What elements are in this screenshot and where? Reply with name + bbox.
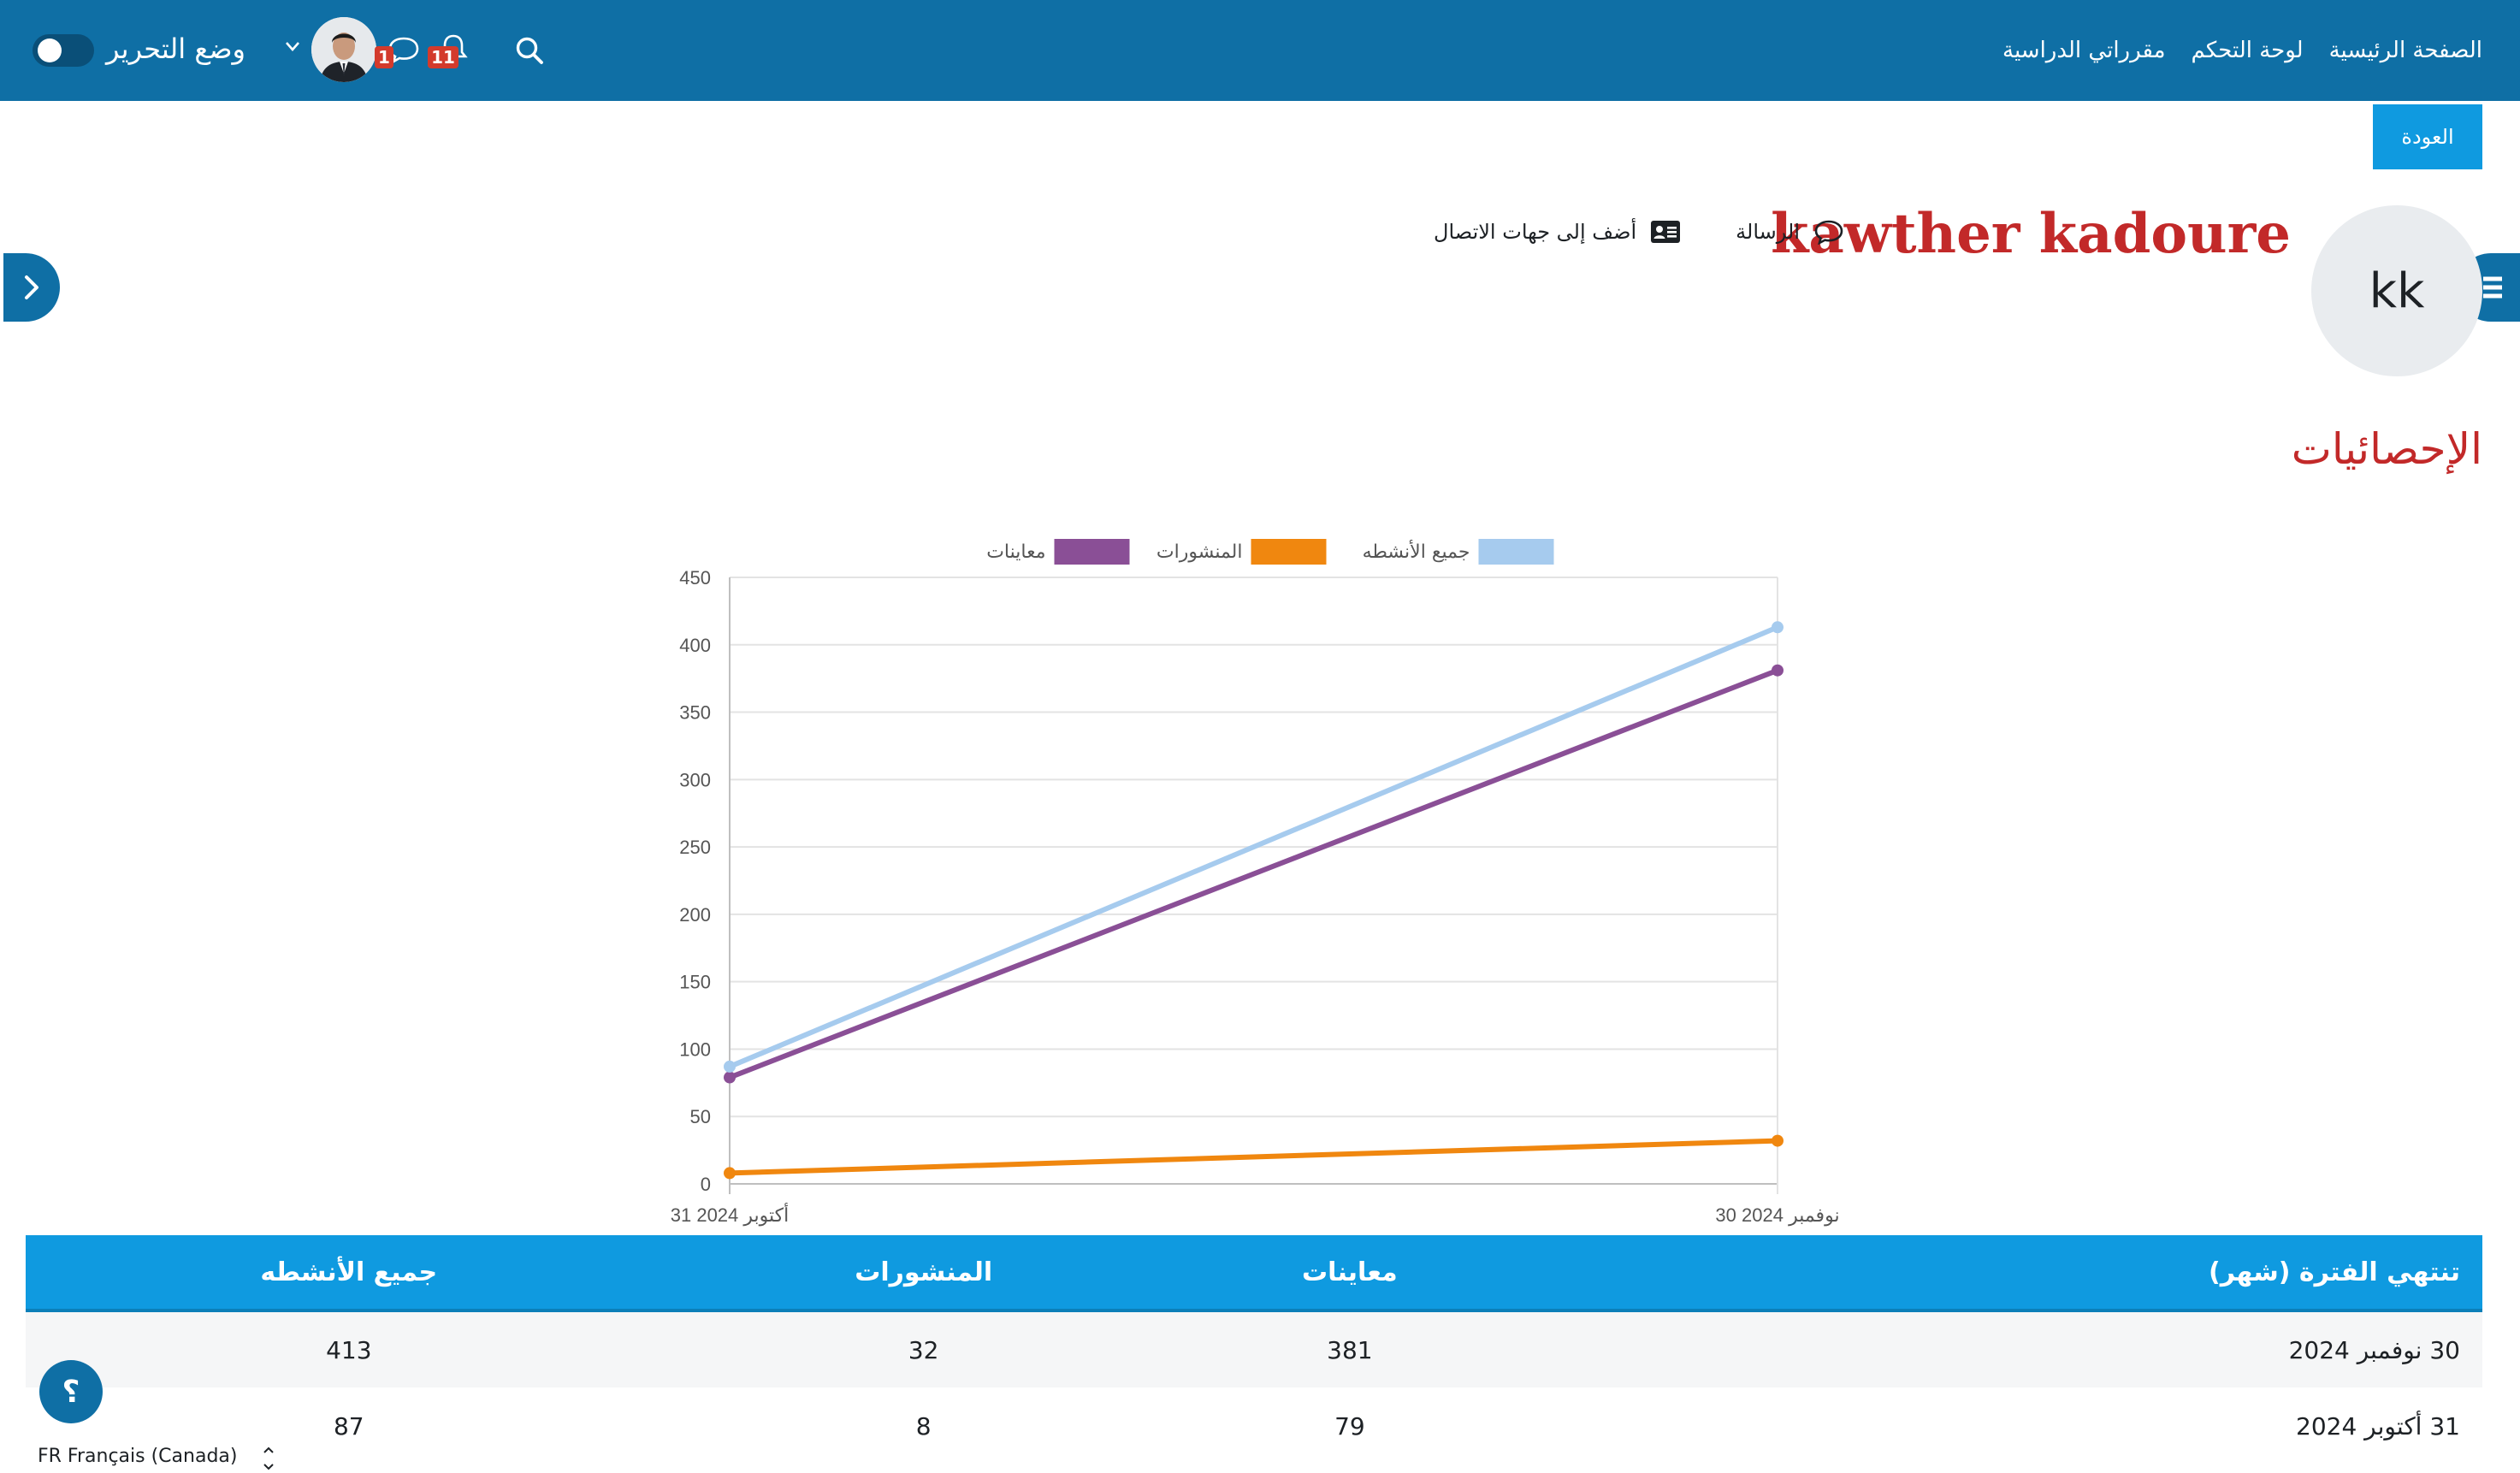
message-button[interactable]: الرسالة (1736, 219, 1844, 245)
legend-label: جميع الأنشطه (1363, 540, 1470, 563)
chevron-right-icon (25, 275, 38, 299)
profile-initials-avatar: kk (2311, 205, 2482, 376)
notification-count-badge: 11 (428, 46, 458, 68)
y-tick-label: 100 (679, 1038, 711, 1060)
legend-label: معاينات (986, 541, 1045, 563)
series-line (729, 1138, 1778, 1176)
y-tick-label: 200 (679, 904, 711, 926)
series-line (728, 667, 1779, 1080)
open-course-index-button[interactable] (3, 253, 60, 322)
user-avatar-photo (311, 17, 376, 82)
y-tick-label: 350 (679, 702, 711, 724)
data-point (1772, 664, 1784, 677)
top-navbar: الصفحة الرئيسية لوحة التحكم مقرراتي الدر… (0, 0, 2520, 101)
legend-label: المنشورات (1156, 541, 1243, 563)
data-point (1772, 1134, 1784, 1147)
statistics-heading: الإحصائيات (2291, 424, 2482, 474)
column-header-all-activity: جميع الأنشطه (26, 1235, 672, 1312)
edit-mode-label: وضع التحرير (106, 33, 245, 65)
table-row: 30 نوفمبر 2024 381 32 413 (26, 1310, 2482, 1387)
profile-actions: الرسالة أضف إلى جهات الاتصال (1434, 219, 1844, 245)
x-tick-label: 30 نوفمبر 2024 (1715, 1204, 1839, 1227)
toggle-knob (38, 38, 62, 62)
add-contact-button[interactable]: أضف إلى جهات الاتصال (1434, 219, 1681, 245)
x-tick-label: 31 أكتوبر 2024 (671, 1202, 790, 1227)
nav-link-my-courses[interactable]: مقرراتي الدراسية (2002, 38, 2166, 63)
chevron-up-down-icon[interactable] (262, 1444, 275, 1473)
nav-link-dashboard[interactable]: لوحة التحكم (2191, 38, 2304, 63)
cell-period: 30 نوفمبر 2024 (1524, 1310, 2482, 1387)
search-icon[interactable] (513, 34, 546, 67)
legend-swatch (1251, 539, 1327, 565)
y-tick-label: 0 (701, 1174, 711, 1195)
navbar-tools: وضع التحرير 1 11 (0, 0, 599, 101)
user-avatar[interactable] (311, 17, 376, 82)
table-row: 31 أكتوبر 2024 79 8 87 (26, 1387, 2482, 1464)
table-header-row: تنتهي الفترة (شهر) معاينات المنشورات جمي… (26, 1235, 2482, 1312)
language-selector[interactable]: FR Français (Canada) (38, 1446, 238, 1467)
cell-views: 381 (1174, 1310, 1524, 1387)
cell-views: 79 (1334, 1411, 1365, 1440)
column-header-views: معاينات (1174, 1235, 1524, 1312)
cell-all-activity: 413 (26, 1310, 672, 1387)
y-tick-label: 150 (679, 972, 711, 993)
primary-navigation: الصفحة الرئيسية لوحة التحكم مقرراتي الدر… (2002, 0, 2482, 101)
statistics-table: تنتهي الفترة (شهر) معاينات المنشورات جمي… (26, 1235, 2482, 1464)
data-point (1772, 621, 1784, 634)
column-header-posts: المنشورات (671, 1235, 1175, 1312)
address-card-icon (1651, 221, 1681, 243)
cell-period: 31 أكتوبر 2024 (2296, 1411, 2460, 1440)
add-contact-button-label: أضف إلى جهات الاتصال (1434, 220, 1637, 244)
legend-swatch (1054, 539, 1130, 565)
profile-name: kawther kadoure (1771, 202, 2291, 266)
back-button[interactable]: العودة (2373, 104, 2482, 169)
statistics-line-chart: 0 50 100 150 200 250 300 350 400 450 31 أكتوبر 202… (671, 539, 1840, 1227)
data-point (724, 1071, 736, 1084)
help-button[interactable]: ؟ (39, 1360, 103, 1423)
cell-posts: 32 (671, 1310, 1175, 1387)
column-header-period: تنتهي الفترة (شهر) (1524, 1235, 2482, 1312)
nav-link-home[interactable]: الصفحة الرئيسية (2328, 38, 2482, 63)
data-point (724, 1167, 736, 1180)
series-line (728, 624, 1779, 1069)
message-count-badge: 1 (375, 46, 393, 68)
edit-mode-toggle[interactable] (33, 34, 94, 67)
cell-all-activity: 87 (333, 1411, 364, 1440)
y-tick-label: 250 (679, 837, 711, 858)
legend-swatch (1478, 539, 1554, 565)
data-point (724, 1060, 736, 1073)
y-tick-label: 450 (679, 567, 711, 589)
chevron-down-icon[interactable] (282, 36, 303, 56)
y-tick-label: 50 (690, 1106, 711, 1127)
y-tick-label: 400 (679, 635, 711, 656)
message-outline-icon (1814, 220, 1843, 245)
y-tick-label: 300 (679, 769, 711, 790)
message-button-label: الرسالة (1736, 220, 1800, 244)
cell-posts: 8 (915, 1411, 932, 1440)
